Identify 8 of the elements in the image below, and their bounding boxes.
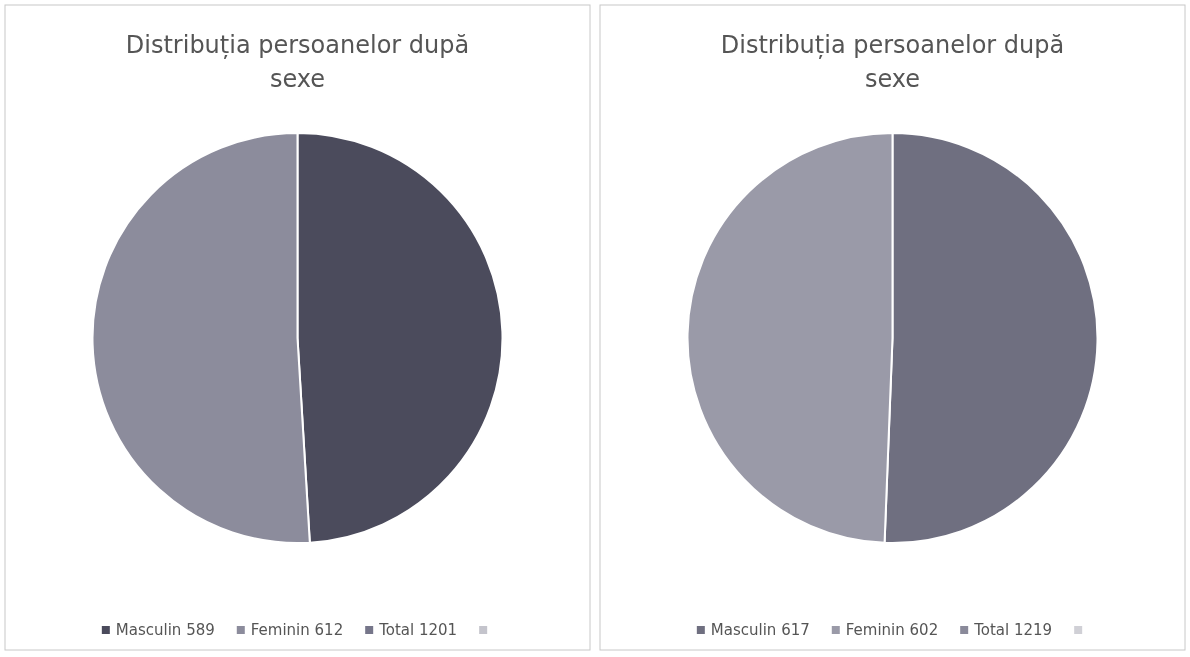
legend-label: Feminin 602 [845,621,939,639]
chart-title: Distribuția persoanelor după sexe [125,31,470,93]
legend-label: Total 1219 [973,621,1053,639]
legend-label: Masculin 589 [115,621,215,639]
chart-title: Distribuția persoanelor după sexe [720,31,1065,93]
legend-label: Feminin 612 [250,621,344,639]
legend-label: Masculin 617 [710,621,810,639]
legend-label: Total 1201 [378,621,458,639]
